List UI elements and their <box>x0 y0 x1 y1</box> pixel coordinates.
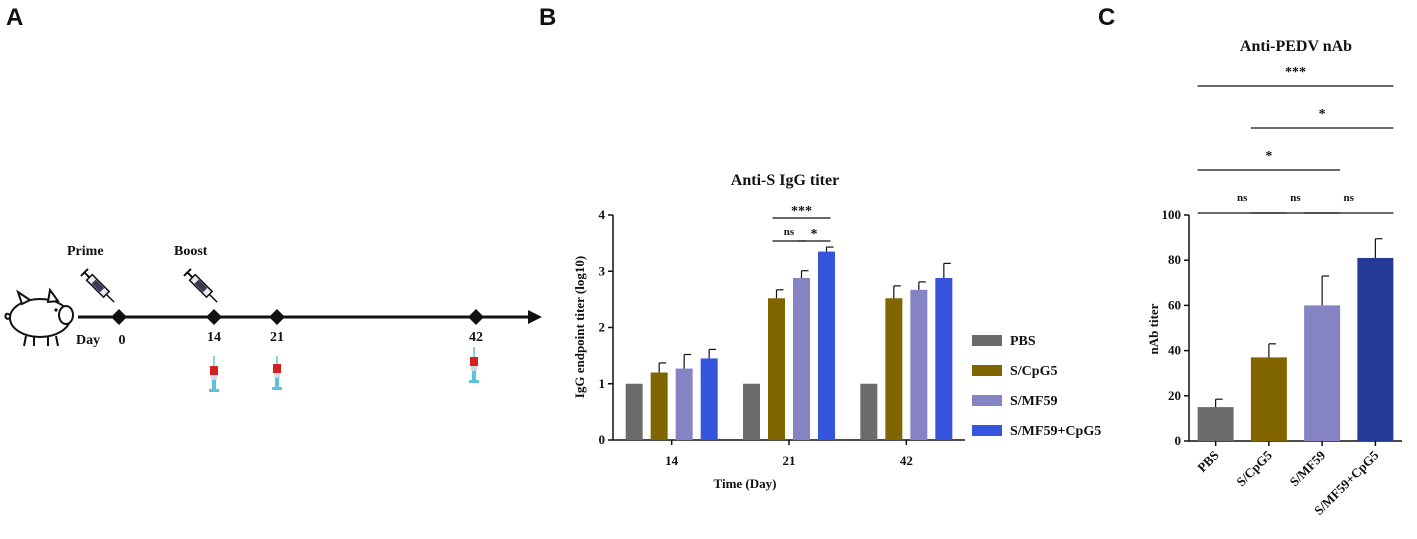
chart-b-bar <box>700 358 718 440</box>
chart-c-bar <box>1250 357 1287 441</box>
chart-c-sig-label: * <box>1319 107 1326 122</box>
chart-b-title: Anti-S IgG titer <box>731 172 839 189</box>
legend-label: S/CpG5 <box>1010 364 1057 379</box>
blood-tube-day-14-icon <box>209 356 219 392</box>
chart-b-error-bar <box>918 281 926 290</box>
timeline-marker-day-0 <box>111 309 127 325</box>
anti-pedv-nab-chart: Anti-PEDV nAb nAb titer 0 20 40 60 80 100 PBS S… <box>1146 38 1402 518</box>
chart-b-error-bar <box>775 289 784 299</box>
panel-letter-c: C <box>1098 4 1115 31</box>
chart-c-sig-label: ns <box>1237 192 1248 204</box>
chart-b-y-tick-label: 2 <box>599 320 606 335</box>
chart-c-error-bar <box>1321 275 1330 306</box>
chart-c-bar <box>1197 407 1234 441</box>
chart-c-bar <box>1304 305 1341 441</box>
chart-b-bar <box>818 251 835 440</box>
legend-swatch <box>972 395 1002 406</box>
chart-b-sig-label: * <box>811 227 818 242</box>
timeline-marker-day-14 <box>206 309 222 325</box>
chart-c-sig-label: * <box>1265 149 1272 164</box>
chart-b-y-tick-label: 1 <box>599 376 606 391</box>
chart-b-sig-label: ns <box>784 226 795 238</box>
chart-b-error-bar <box>708 348 717 359</box>
chart-c-y-tick-label: 40 <box>1168 343 1181 358</box>
legend-label: S/MF59 <box>1010 394 1057 409</box>
chart-b-bar <box>910 289 928 440</box>
chart-b-x-tick-label: 42 <box>900 453 913 468</box>
chart-b-bar <box>625 383 643 440</box>
legend-label: PBS <box>1010 334 1036 349</box>
chart-c-y-tick-label: 60 <box>1168 297 1181 312</box>
chart-b-error-bar <box>943 262 951 278</box>
boost-syringe-icon <box>183 268 218 303</box>
day-label: Day <box>76 333 100 348</box>
legend-swatch <box>972 425 1002 436</box>
anti-s-igg-chart: Anti-S IgG titer Time (Day) IgG endpoint… <box>572 172 1101 491</box>
chart-b-y-tick-label: 3 <box>599 263 606 278</box>
panel-letter-b: B <box>539 4 556 31</box>
chart-c-ylabel: nAb titer <box>1146 303 1161 354</box>
prime-label: Prime <box>67 244 104 259</box>
chart-c-y-tick-label: 80 <box>1168 252 1181 267</box>
day-14-label: 14 <box>207 330 221 345</box>
chart-c-x-tick-label: S/CpG5 <box>1233 447 1275 489</box>
day-0-label: 0 <box>119 333 126 348</box>
chart-b-error-bar <box>825 246 834 252</box>
chart-b-bar <box>793 278 810 440</box>
chart-b-y-tick-label: 0 <box>599 432 606 447</box>
chart-c-y-tick-label: 20 <box>1168 388 1181 403</box>
legend-label: S/MF59+CpG5 <box>1010 424 1101 439</box>
chart-b-bar <box>768 298 785 440</box>
day-42-label: 42 <box>469 330 483 345</box>
timeline-panel: Prime Boost Day 0 14 21 42 <box>4 244 542 392</box>
chart-b-bar <box>743 383 760 440</box>
blood-tube-day-21-icon <box>272 356 282 390</box>
chart-b-bar <box>650 372 668 440</box>
chart-b-x-tick-label: 21 <box>783 453 796 468</box>
chart-b-error-bar <box>800 270 809 278</box>
chart-b-bar <box>860 383 878 440</box>
timeline-marker-day-21 <box>269 309 285 325</box>
chart-b-sig-label: *** <box>791 204 812 219</box>
chart-b-bar <box>675 368 693 440</box>
chart-c-x-tick-label: PBS <box>1194 448 1221 475</box>
chart-b-x-tick-label: 14 <box>665 453 679 468</box>
chart-b-ylabel: IgG endpoint titer (log10) <box>572 256 587 398</box>
chart-b-error-bar <box>893 285 901 299</box>
chart-c-sig-label: ns <box>1290 192 1301 204</box>
pig-icon <box>4 287 74 347</box>
chart-c-bar <box>1357 257 1394 441</box>
chart-c-error-bar <box>1268 343 1276 358</box>
chart-b-bar <box>885 298 903 440</box>
timeline-marker-day-42 <box>468 309 484 325</box>
chart-b-bar <box>935 278 953 440</box>
chart-b-error-bar <box>658 362 667 373</box>
chart-c-sig-label: ns <box>1344 192 1355 204</box>
chart-c-sig-label: *** <box>1285 65 1306 80</box>
chart-c-y-tick-label: 0 <box>1175 433 1182 448</box>
timeline-arrowhead <box>528 310 542 324</box>
chart-c-title: Anti-PEDV nAb <box>1240 38 1352 55</box>
chart-c-y-tick-label: 100 <box>1162 207 1182 222</box>
chart-b-error-bar <box>683 353 692 369</box>
chart-c-error-bar <box>1215 398 1223 408</box>
prime-syringe-icon <box>80 268 115 303</box>
legend-swatch <box>972 335 1002 346</box>
chart-c-x-tick-label: S/MF59 <box>1286 447 1328 489</box>
chart-b-xlabel: Time (Day) <box>714 476 777 491</box>
chart-c-error-bar <box>1374 238 1383 258</box>
boost-label: Boost <box>174 244 208 259</box>
chart-b-y-tick-label: 4 <box>599 207 606 222</box>
panel-letter-a: A <box>6 4 23 31</box>
day-21-label: 21 <box>270 330 284 345</box>
blood-tube-day-42-icon <box>469 347 479 383</box>
legend-swatch <box>972 365 1002 376</box>
